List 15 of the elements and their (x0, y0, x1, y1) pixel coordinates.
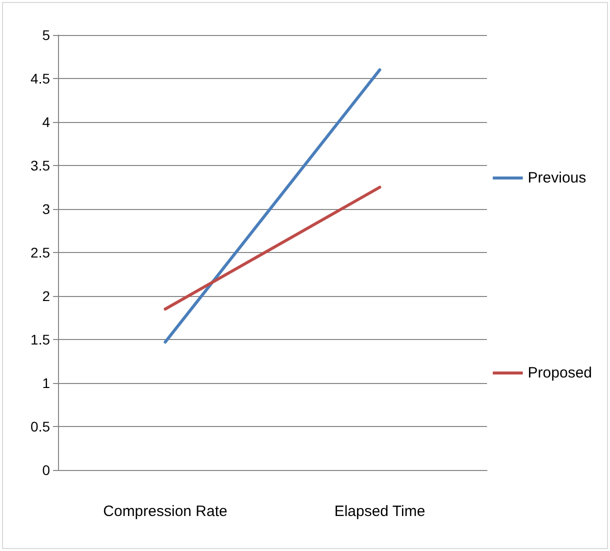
y-tick-label: 3 (42, 201, 50, 217)
x-tick-label: Elapsed Time (334, 503, 426, 520)
y-tick-label: 4 (42, 114, 50, 130)
y-tick-label: 0.5 (30, 418, 50, 434)
y-tick-label: 3.5 (30, 158, 50, 174)
y-tick-label: 2.5 (30, 244, 50, 260)
y-tick-label: 1 (42, 375, 50, 391)
y-tick-label: 4.5 (30, 70, 50, 86)
x-tick-label: Compression Rate (103, 503, 228, 520)
y-tick-label: 1.5 (30, 332, 50, 348)
legend-label: Proposed (528, 364, 592, 382)
legend-label: Previous (528, 170, 586, 186)
y-tick-label: 5 (42, 27, 50, 43)
y-tick-label: 2 (42, 288, 50, 304)
y-tick-label: 0 (42, 462, 50, 478)
